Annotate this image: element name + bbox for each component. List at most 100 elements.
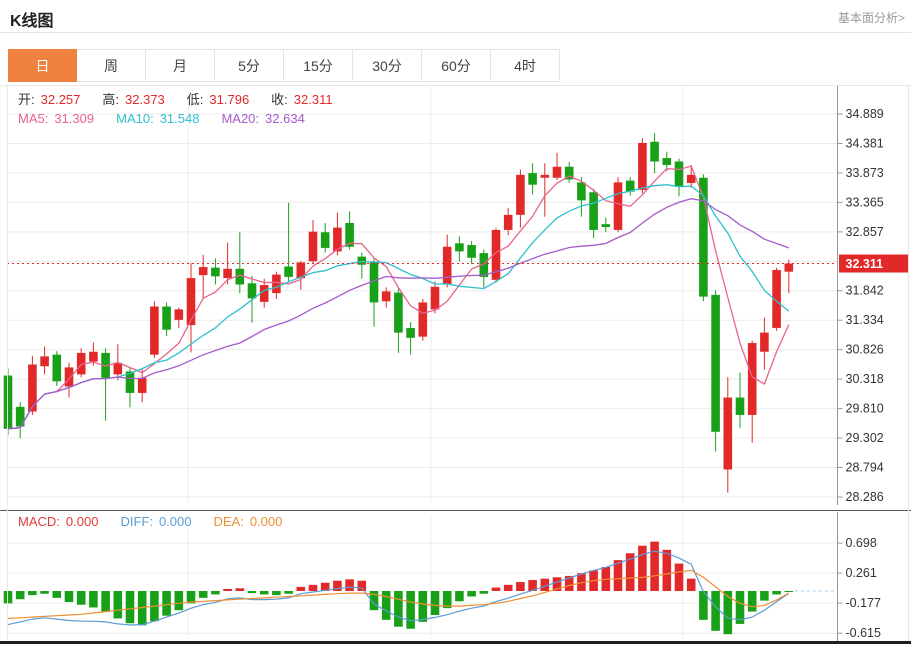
legend-label: 低:	[186, 92, 204, 107]
macd-bar	[491, 587, 501, 591]
tab-15分[interactable]: 15分	[284, 49, 353, 82]
macd-bar	[64, 591, 74, 602]
candle-body	[162, 306, 171, 330]
tab-日[interactable]: 日	[8, 49, 77, 82]
main-candlestick-chart[interactable]: 34.889 34.381 33.873 33.365 32.857 31.842 31.3…	[0, 85, 911, 505]
macd-bar	[15, 591, 25, 600]
macd-bar	[686, 578, 696, 591]
tab-月[interactable]: 月	[146, 49, 215, 82]
dea-line	[7, 569, 790, 619]
candle-body	[101, 352, 110, 378]
candle-body	[650, 141, 659, 162]
candle-body	[467, 245, 476, 258]
candle-body	[296, 262, 306, 279]
ma5-line	[7, 165, 790, 430]
bottom-border	[0, 641, 911, 644]
macd-bar	[186, 591, 196, 604]
price-tick-label: 30.826	[846, 343, 884, 357]
legend-label: DIFF:	[120, 514, 153, 529]
macd-bar	[540, 578, 550, 591]
macd-bar	[552, 577, 562, 591]
macd-bar	[711, 591, 720, 631]
legend-label: 开:	[18, 92, 35, 107]
legend-value: 32.311	[293, 92, 333, 107]
candle-body	[784, 263, 794, 272]
candle-body	[479, 253, 489, 277]
macd-bar	[418, 591, 428, 622]
candle-body	[320, 232, 330, 248]
macd-bar	[394, 591, 403, 627]
candle-body	[406, 327, 415, 338]
macd-bar	[198, 591, 208, 598]
candle-body	[137, 377, 147, 393]
tab-5分[interactable]: 5分	[215, 49, 284, 82]
candle-body	[357, 256, 367, 265]
macd-bar	[735, 591, 745, 624]
candle-body	[394, 292, 403, 333]
current-price-value: 32.311	[846, 257, 884, 271]
macd-bar	[211, 591, 220, 595]
macd-bar	[113, 591, 123, 619]
candle-body	[259, 285, 269, 302]
legend-value: 31.548	[159, 111, 200, 126]
candle-body	[711, 294, 720, 432]
period-tabbar: 日周月 5分 15分 30分 60分 4时	[8, 49, 560, 82]
ma10-line	[7, 184, 790, 430]
candle-body	[308, 231, 318, 262]
candle-body	[125, 371, 135, 393]
legend-value: 0.000	[65, 514, 99, 529]
tab-周[interactable]: 周	[77, 49, 146, 82]
macd-bar	[528, 580, 537, 591]
candle-body	[491, 229, 501, 280]
candle-body	[760, 332, 769, 352]
tab-4时[interactable]: 4时	[491, 49, 560, 82]
macd-bar	[430, 591, 440, 616]
candle-body	[186, 278, 196, 326]
candle-body	[113, 362, 123, 375]
macd-bar	[479, 591, 489, 594]
macd-bar	[516, 582, 525, 591]
legend-value: 32.373	[125, 92, 165, 107]
header-divider	[0, 32, 911, 33]
macd-bar	[723, 591, 733, 635]
legend-value: 0.000	[249, 514, 283, 529]
candle-body	[345, 222, 354, 247]
macd-bar	[76, 591, 86, 605]
page-title: K线图	[10, 13, 54, 30]
fundamental-analysis-link[interactable]: 基本面分析>	[837, 11, 905, 25]
legend-value: 0.000	[158, 514, 192, 529]
current-price-tag	[839, 254, 909, 273]
candle-body	[174, 309, 184, 320]
price-tick-label: 28.794	[846, 461, 884, 475]
macd-bar	[247, 591, 257, 594]
legend-label: MA20:	[221, 111, 260, 126]
macd-legend: MACD: 0.000 DIFF: 0.000 DEA: 0.000	[18, 514, 304, 529]
candle-body	[3, 375, 13, 429]
candle-body	[503, 214, 513, 230]
candle-body	[15, 406, 25, 427]
legend-value: 32.257	[40, 92, 81, 107]
tab-60分[interactable]: 60分	[422, 49, 491, 82]
ma20-line	[7, 198, 790, 430]
macd-bar	[137, 591, 147, 626]
macd-bar	[650, 541, 659, 591]
candle-body	[638, 142, 647, 190]
macd-bar	[357, 580, 367, 591]
macd-bar	[381, 591, 391, 620]
price-tick-label: 32.857	[846, 225, 884, 239]
macd-bar	[369, 591, 379, 611]
candle-body	[552, 166, 562, 178]
candle-body	[28, 364, 37, 412]
tab-30分[interactable]: 30分	[353, 49, 422, 82]
price-tick-label: 34.381	[846, 136, 884, 150]
candle-body	[333, 227, 342, 252]
macd-bar	[345, 579, 354, 591]
price-tick-label: 29.302	[846, 431, 884, 445]
macd-chart[interactable]: 0.698 0.261 -0.177 -0.615	[0, 512, 911, 641]
candle-body	[442, 246, 452, 285]
macd-bar	[772, 591, 781, 595]
candle-body	[235, 268, 245, 285]
macd-bar	[162, 591, 171, 616]
diff-line	[7, 550, 790, 626]
